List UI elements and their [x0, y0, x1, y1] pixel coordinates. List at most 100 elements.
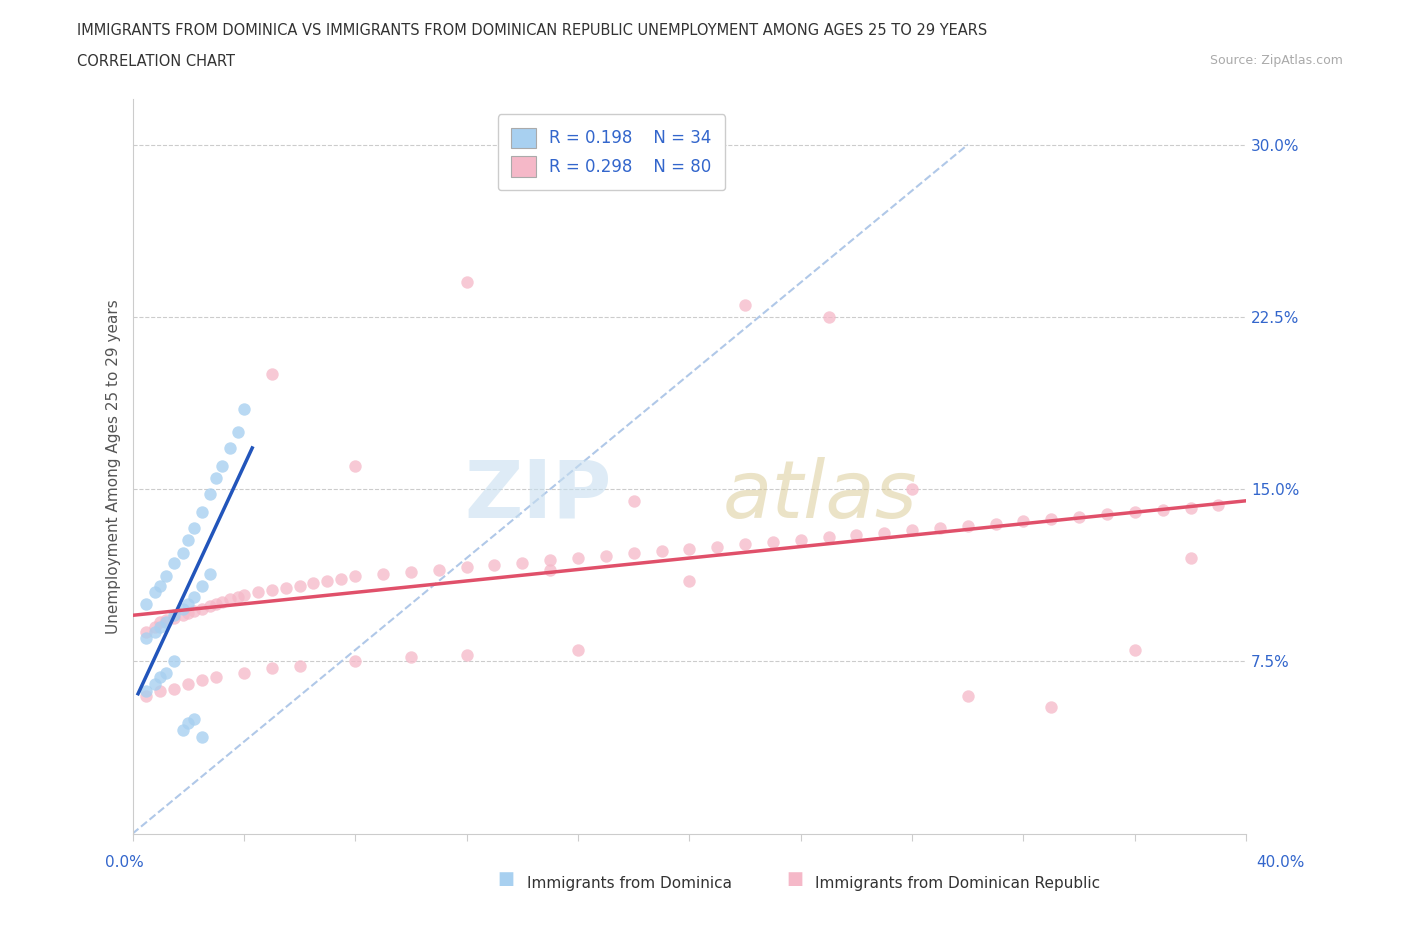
Point — [427, 562, 450, 577]
Point — [163, 608, 186, 623]
Point — [538, 562, 561, 577]
Point — [510, 555, 533, 570]
Point — [984, 516, 1007, 531]
Point — [873, 525, 896, 540]
Point — [149, 670, 172, 684]
Point — [790, 532, 813, 547]
Point — [232, 666, 254, 681]
Point — [1123, 643, 1146, 658]
Point — [623, 493, 645, 508]
Point — [205, 670, 228, 684]
Text: CORRELATION CHART: CORRELATION CHART — [77, 54, 235, 69]
Point — [567, 643, 589, 658]
Point — [817, 530, 839, 545]
Point — [762, 535, 785, 550]
Point — [177, 596, 200, 611]
Point — [956, 688, 979, 703]
Point — [177, 716, 200, 731]
Point — [183, 521, 205, 536]
Point — [163, 654, 186, 669]
Point — [183, 590, 205, 604]
Point — [623, 546, 645, 561]
Point — [172, 723, 194, 737]
Point — [399, 565, 422, 579]
Text: ■: ■ — [786, 870, 803, 887]
Point — [260, 661, 283, 676]
Text: atlas: atlas — [723, 457, 918, 535]
Point — [191, 505, 214, 520]
Point — [1180, 551, 1202, 565]
Point — [260, 583, 283, 598]
Y-axis label: Unemployment Among Ages 25 to 29 years: Unemployment Among Ages 25 to 29 years — [107, 299, 121, 633]
Point — [399, 649, 422, 664]
Point — [135, 596, 157, 611]
Point — [143, 624, 166, 639]
Point — [205, 596, 228, 611]
Text: ZIP: ZIP — [464, 457, 612, 535]
Text: Source: ZipAtlas.com: Source: ZipAtlas.com — [1209, 54, 1343, 67]
Text: 0.0%: 0.0% — [105, 855, 145, 870]
Point — [177, 532, 200, 547]
Point — [678, 574, 700, 589]
Point — [246, 585, 269, 600]
Point — [678, 541, 700, 556]
Point — [135, 688, 157, 703]
Point — [232, 402, 254, 417]
Point — [183, 711, 205, 726]
Point — [484, 557, 506, 572]
Point — [734, 298, 756, 312]
Point — [456, 560, 478, 575]
Point — [149, 578, 172, 593]
Point — [706, 539, 728, 554]
Point — [172, 601, 194, 616]
Point — [344, 458, 367, 473]
Point — [135, 624, 157, 639]
Point — [1012, 514, 1035, 529]
Point — [183, 604, 205, 618]
Point — [316, 574, 339, 589]
Point — [211, 594, 233, 609]
Text: 40.0%: 40.0% — [1257, 855, 1305, 870]
Point — [149, 684, 172, 698]
Point — [538, 553, 561, 568]
Point — [956, 518, 979, 533]
Point — [155, 615, 177, 630]
Point — [651, 544, 673, 559]
Point — [302, 576, 325, 591]
Point — [135, 684, 157, 698]
Point — [456, 275, 478, 290]
Point — [1069, 510, 1091, 525]
Point — [143, 585, 166, 600]
Point — [155, 613, 177, 628]
Point — [274, 580, 297, 595]
Point — [149, 615, 172, 630]
Text: IMMIGRANTS FROM DOMINICA VS IMMIGRANTS FROM DOMINICAN REPUBLIC UNEMPLOYMENT AMON: IMMIGRANTS FROM DOMINICA VS IMMIGRANTS F… — [77, 23, 987, 38]
Point — [1040, 700, 1063, 715]
Point — [143, 677, 166, 692]
Point — [200, 599, 222, 614]
Point — [371, 566, 394, 581]
Point — [1123, 505, 1146, 520]
Point — [200, 566, 222, 581]
Point — [191, 672, 214, 687]
Point — [219, 592, 242, 607]
Point — [163, 682, 186, 697]
Point — [344, 654, 367, 669]
Point — [226, 590, 249, 604]
Point — [191, 578, 214, 593]
Text: Immigrants from Dominican Republic: Immigrants from Dominican Republic — [815, 876, 1101, 891]
Point — [200, 486, 222, 501]
Point — [330, 571, 353, 586]
Point — [155, 569, 177, 584]
Point — [163, 610, 186, 625]
Point — [226, 424, 249, 439]
Point — [143, 619, 166, 634]
Point — [901, 482, 924, 497]
Text: Immigrants from Dominica: Immigrants from Dominica — [527, 876, 733, 891]
Point — [1040, 512, 1063, 526]
Point — [845, 527, 868, 542]
Point — [929, 521, 952, 536]
Point — [344, 569, 367, 584]
Point — [219, 441, 242, 456]
Text: ■: ■ — [498, 870, 515, 887]
